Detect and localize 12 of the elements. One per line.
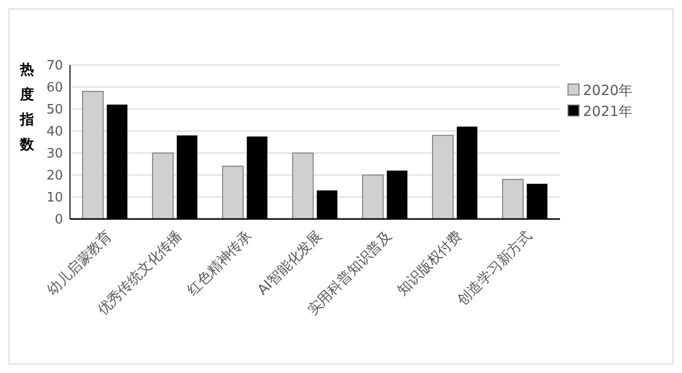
y-tick-label: 50 <box>46 102 63 118</box>
y-tick-label: 70 <box>46 58 63 74</box>
x-tick-label: 红色精神传承 <box>184 228 256 299</box>
y-tick-label: 60 <box>46 80 63 96</box>
y-tick-label: 30 <box>46 146 63 162</box>
y-tick-label: 0 <box>54 212 63 228</box>
legend-label: 2021年 <box>583 104 633 120</box>
y-tick-label: 20 <box>46 168 63 184</box>
y-tick-label: 10 <box>46 190 63 206</box>
legend-label: 2020年 <box>583 82 633 99</box>
y-axis-title: 热度指数 <box>19 62 35 153</box>
y-tick-label: 40 <box>46 124 63 140</box>
